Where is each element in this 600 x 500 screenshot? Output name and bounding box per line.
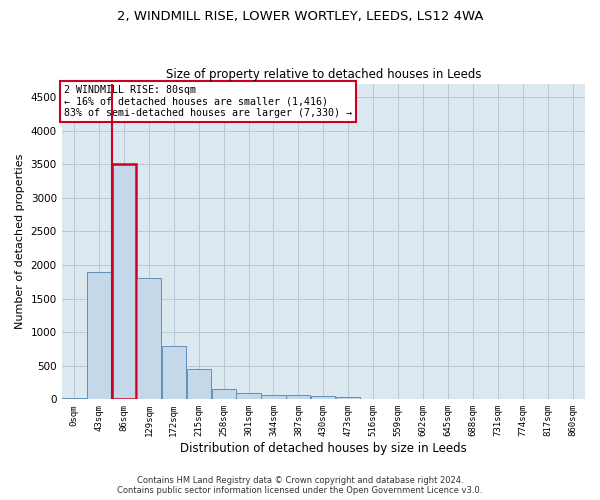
Bar — [212, 388, 236, 400]
Bar — [262, 394, 286, 400]
Bar — [187, 369, 211, 400]
Bar — [236, 392, 260, 400]
Text: 2, WINDMILL RISE, LOWER WORTLEY, LEEDS, LS12 4WA: 2, WINDMILL RISE, LOWER WORTLEY, LEEDS, … — [117, 10, 483, 23]
Bar — [361, 398, 385, 400]
Bar — [286, 396, 310, 400]
Y-axis label: Number of detached properties: Number of detached properties — [15, 154, 25, 329]
Bar — [62, 398, 86, 400]
Text: 2 WINDMILL RISE: 80sqm
← 16% of detached houses are smaller (1,416)
83% of semi-: 2 WINDMILL RISE: 80sqm ← 16% of detached… — [64, 85, 352, 118]
Title: Size of property relative to detached houses in Leeds: Size of property relative to detached ho… — [166, 68, 481, 81]
Bar — [87, 272, 111, 400]
Text: Contains HM Land Registry data © Crown copyright and database right 2024.
Contai: Contains HM Land Registry data © Crown c… — [118, 476, 482, 495]
Bar — [336, 398, 361, 400]
Bar — [137, 278, 161, 400]
Bar — [311, 396, 335, 400]
Bar — [162, 346, 186, 400]
X-axis label: Distribution of detached houses by size in Leeds: Distribution of detached houses by size … — [180, 442, 467, 455]
Bar — [112, 164, 136, 400]
